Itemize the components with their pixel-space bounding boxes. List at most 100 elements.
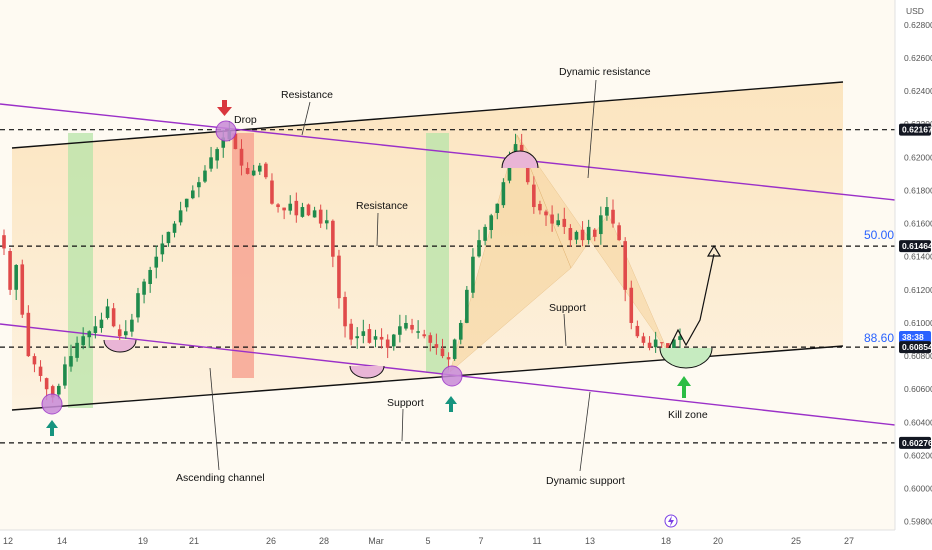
- candle: [458, 320, 463, 345]
- candle: [562, 207, 567, 234]
- candle: [343, 291, 347, 338]
- candle: [422, 329, 427, 339]
- svg-text:38:38: 38:38: [902, 332, 924, 342]
- candle: [294, 192, 299, 223]
- candle: [306, 203, 311, 217]
- pointer-dynamic-support: [579, 391, 591, 472]
- candle: [355, 327, 360, 349]
- candle: [20, 259, 25, 318]
- x-tick-label: 27: [844, 536, 854, 546]
- y-tick-label: 0.61800: [904, 185, 932, 195]
- projection-path: [667, 253, 715, 351]
- candle: [337, 249, 341, 309]
- annotation-ascending-channel: Ascending channel: [176, 472, 265, 484]
- x-tick-label: 20: [713, 536, 723, 546]
- candle: [288, 195, 293, 215]
- x-tick-label: 21: [189, 536, 199, 546]
- candle: [398, 314, 402, 343]
- x-tick-label: 28: [319, 536, 329, 546]
- x-tick-label: Mar: [368, 536, 384, 546]
- x-tick-label: 18: [661, 536, 671, 546]
- candle: [580, 221, 585, 247]
- candle: [14, 264, 18, 300]
- x-tick-label: 25: [791, 536, 801, 546]
- candle: [264, 162, 268, 180]
- candle: [166, 231, 171, 247]
- x-tick-label: 26: [266, 536, 276, 546]
- candle: [605, 197, 609, 221]
- pointer-resistance-mid: [376, 212, 379, 247]
- candle: [32, 353, 37, 373]
- candle: [282, 207, 286, 220]
- candle: [641, 332, 646, 346]
- y-tick-label: 0.61600: [904, 219, 932, 229]
- price-axis-label: 0.61464: [899, 240, 932, 253]
- swing-low-circle-1: [41, 393, 63, 415]
- pointer-dynamic-resistance: [587, 79, 597, 179]
- candle: [410, 318, 414, 334]
- candle: [257, 162, 262, 175]
- y-tick-label: 0.61200: [904, 285, 932, 295]
- price-axis-label: 0.60854: [899, 341, 932, 354]
- candle: [556, 213, 560, 227]
- annotation-dynamic-resistance: Dynamic resistance: [559, 66, 651, 78]
- y-tick-label: 0.60000: [904, 484, 932, 494]
- svg-text:0.60854: 0.60854: [902, 342, 932, 352]
- price-axis-label: 0.62167: [899, 123, 932, 136]
- candle: [318, 204, 323, 228]
- y-tick-label: 0.60200: [904, 450, 932, 460]
- pointer-support-mid: [563, 313, 567, 347]
- y-tick-label: 0.61400: [904, 252, 932, 262]
- swing-low-circle-2: [441, 365, 463, 387]
- candle: [105, 298, 110, 320]
- candle: [197, 176, 201, 198]
- candle: [452, 338, 457, 361]
- candle: [471, 248, 475, 299]
- candle: [659, 342, 664, 349]
- support-arc-2: [349, 365, 385, 379]
- annotation-support-low: Support: [387, 397, 424, 409]
- candle: [586, 219, 591, 245]
- swing-high-circle: [215, 120, 237, 142]
- candle: [440, 338, 445, 359]
- candle: [184, 198, 189, 212]
- candle: [148, 266, 152, 293]
- candle: [391, 333, 396, 351]
- candle: [544, 209, 548, 226]
- candle: [178, 201, 183, 226]
- y-tick-label: 0.60600: [904, 384, 932, 394]
- candle: [233, 132, 238, 150]
- candle: [331, 219, 335, 268]
- y-tick-label: 0.62600: [904, 53, 932, 63]
- candle: [99, 312, 104, 333]
- candle: [379, 328, 384, 349]
- down-arrow-drop: [217, 100, 232, 116]
- x-tick-label: 19: [138, 536, 148, 546]
- candle: [678, 328, 682, 352]
- candle: [367, 323, 372, 344]
- candle: [2, 229, 6, 255]
- candle: [495, 203, 500, 220]
- y-tick-label: 0.62400: [904, 86, 932, 96]
- candle: [465, 286, 469, 324]
- annotation-resistance-mid: Resistance: [356, 200, 408, 212]
- candle: [483, 224, 487, 246]
- projection-arrowhead: [706, 244, 722, 257]
- up-arrow-1: [46, 420, 58, 436]
- candle: [209, 146, 213, 172]
- channel-upper-line: [11, 81, 844, 149]
- candle: [203, 165, 207, 184]
- candle: [124, 320, 128, 340]
- x-tick-label: 11: [532, 536, 541, 546]
- candle: [93, 316, 98, 339]
- y-tick-label: 0.60400: [904, 417, 932, 427]
- lightning-icon[interactable]: [664, 514, 678, 528]
- candle: [239, 139, 244, 176]
- candle: [428, 332, 433, 352]
- svg-text:0.62167: 0.62167: [902, 125, 932, 135]
- y-tick-label: 0.62800: [904, 20, 932, 30]
- kill-zone-arc: [659, 347, 713, 369]
- candle: [349, 318, 353, 346]
- kill-zone-up-arrow: [677, 376, 691, 398]
